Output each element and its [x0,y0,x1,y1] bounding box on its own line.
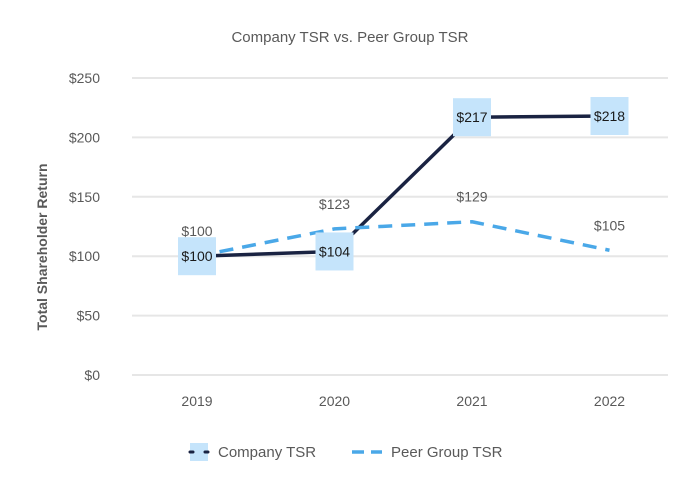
x-tick-label: 2022 [594,393,625,409]
company-data-label-box [590,97,629,136]
x-tick-label: 2019 [181,393,212,409]
company-tsr-line [195,114,612,258]
y-tick-label: $0 [84,367,100,383]
company-data-label: $100 [181,248,212,264]
x-tick-label: 2020 [319,393,350,409]
company-data-label-box [315,232,354,271]
peer-data-label: $100 [181,223,212,239]
peer-group-tsr-line [196,219,610,258]
company-data-label-box [178,237,216,276]
peer-data-label: $123 [319,196,350,212]
company-data-label-box [453,98,491,137]
company-data-label: $104 [319,243,350,259]
y-tick-label: $50 [77,308,101,324]
series-layer [195,114,612,258]
company-data-label: $217 [456,109,487,125]
y-axis-label: Total Shareholder Return [34,164,50,331]
peer-data-label: $129 [456,189,487,205]
x-tick-label: 2021 [456,393,487,409]
y-tick-label: $150 [69,189,100,205]
y-tick-label: $200 [69,129,100,145]
y-tick-label: $250 [69,70,100,86]
company-data-label: $218 [594,108,625,124]
legend-company-label: Company TSR [218,444,316,461]
legend: Company TSR Peer Group TSR [188,443,503,461]
legend-peer-label: Peer Group TSR [391,444,503,461]
peer-data-label: $105 [594,217,625,233]
chart-title: Company TSR vs. Peer Group TSR [231,29,468,46]
y-tick-label: $100 [69,248,100,264]
y-tick-labels: $0 $50 $100 $150 $200 $250 [69,70,100,383]
x-tick-labels: 2019 2020 2021 2022 [181,393,625,409]
data-label-layer: $100 $123 $129 $105 $100 $104 $217 $218 [178,97,629,276]
legend-company-swatch [190,443,208,461]
